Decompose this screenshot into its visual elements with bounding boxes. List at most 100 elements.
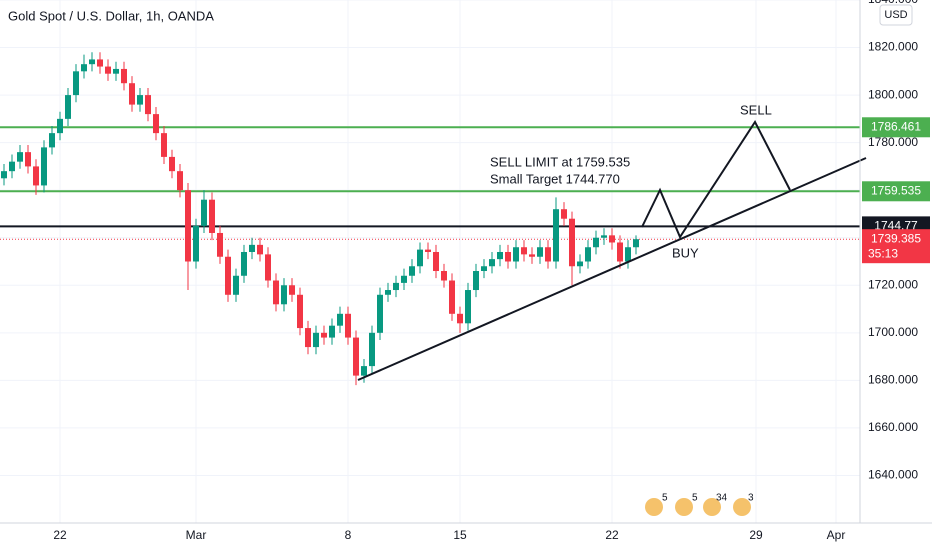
candle-body bbox=[433, 251, 439, 272]
level-label-box bbox=[862, 117, 930, 138]
candle-body bbox=[113, 68, 119, 74]
candle-body bbox=[569, 218, 575, 267]
candle-body bbox=[385, 290, 391, 295]
candle-body bbox=[497, 251, 503, 260]
y-tick-label: 1840.000 bbox=[868, 0, 918, 6]
y-tick-label: 1700.000 bbox=[868, 325, 918, 339]
annotation: SELL LIMIT at 1759.535 bbox=[490, 154, 630, 169]
candle-body bbox=[457, 313, 463, 324]
candle-body bbox=[609, 235, 615, 243]
countdown: 35:13 bbox=[868, 246, 898, 260]
candle-body bbox=[185, 190, 191, 262]
candle-body bbox=[521, 247, 527, 255]
candle-body bbox=[577, 261, 583, 267]
event-icon[interactable] bbox=[703, 498, 721, 516]
y-tick-label: 1680.000 bbox=[868, 373, 918, 387]
candle-body bbox=[593, 237, 599, 248]
candle-body bbox=[537, 247, 543, 257]
candle-body bbox=[169, 156, 175, 172]
candle-body bbox=[337, 313, 343, 326]
candle-body bbox=[361, 366, 367, 376]
candle-body bbox=[9, 161, 15, 172]
candle-body bbox=[105, 66, 111, 74]
candle-body bbox=[369, 332, 375, 367]
candle-body bbox=[273, 280, 279, 305]
event-icon[interactable] bbox=[645, 498, 663, 516]
x-tick-label: 15 bbox=[453, 528, 467, 542]
candle-body bbox=[585, 247, 591, 262]
x-tick-label: 22 bbox=[53, 528, 67, 542]
candle-body bbox=[377, 294, 383, 333]
candle-body bbox=[513, 247, 519, 262]
candle-body bbox=[297, 294, 303, 329]
candle-body bbox=[625, 247, 631, 262]
chart-title: Gold Spot / U.S. Dollar, 1h, OANDA bbox=[8, 8, 214, 23]
candle-body bbox=[305, 328, 311, 348]
candle-body bbox=[449, 280, 455, 314]
candle-body bbox=[241, 251, 247, 276]
projection-path bbox=[641, 120, 791, 240]
candle-body bbox=[145, 95, 151, 115]
candle-body bbox=[489, 259, 495, 267]
candle-body bbox=[89, 59, 95, 65]
candle-body bbox=[201, 199, 207, 226]
candle-body bbox=[313, 332, 319, 348]
candle-body bbox=[41, 147, 47, 186]
candle-body bbox=[329, 325, 335, 338]
levels bbox=[0, 126, 860, 240]
candle-body bbox=[393, 282, 399, 291]
candle-body bbox=[25, 152, 31, 167]
candle-body bbox=[209, 199, 215, 233]
candle-body bbox=[225, 256, 231, 295]
candle-body bbox=[289, 285, 295, 295]
currency-box[interactable] bbox=[879, 4, 913, 26]
candle-body bbox=[49, 133, 55, 148]
candle-body bbox=[601, 235, 607, 238]
candle-body bbox=[353, 337, 359, 376]
candle-body bbox=[321, 332, 327, 338]
events: 5 5 34 3 bbox=[645, 493, 754, 516]
candle-body bbox=[121, 68, 127, 84]
candle-body bbox=[481, 266, 487, 272]
candle-body bbox=[633, 239, 639, 248]
candle-body bbox=[281, 285, 287, 305]
event-count: 5 bbox=[692, 493, 698, 504]
grid bbox=[0, 0, 860, 523]
candle-body bbox=[345, 313, 351, 338]
level-label-box bbox=[862, 181, 930, 202]
candle-body bbox=[33, 166, 39, 186]
y-tick-label: 1780.000 bbox=[868, 135, 918, 149]
candle-body bbox=[409, 266, 415, 276]
candle-body bbox=[265, 254, 271, 281]
candle-body bbox=[177, 171, 183, 191]
currency[interactable]: USD bbox=[884, 9, 907, 21]
event-count: 34 bbox=[716, 493, 728, 504]
event-count: 5 bbox=[662, 493, 668, 504]
candle-body bbox=[441, 271, 447, 281]
candle-body bbox=[233, 275, 239, 295]
level-label: 1744.77 bbox=[874, 219, 918, 233]
candle-body bbox=[81, 64, 87, 72]
y-tick-label: 1660.000 bbox=[868, 420, 918, 434]
candle-body bbox=[465, 290, 471, 324]
candle-body bbox=[193, 225, 199, 262]
candle-body bbox=[425, 249, 431, 252]
candle-body bbox=[561, 209, 567, 219]
event-icon[interactable] bbox=[733, 498, 751, 516]
event-count: 3 bbox=[748, 493, 754, 504]
candle-body bbox=[65, 95, 71, 119]
candle-body bbox=[529, 254, 535, 257]
x-tick-label: Apr bbox=[827, 528, 846, 542]
x-tick-label: 8 bbox=[345, 528, 352, 542]
annotation: BUY bbox=[672, 245, 699, 260]
annotation: Small Target 1744.770 bbox=[490, 171, 620, 186]
event-icon[interactable] bbox=[675, 498, 693, 516]
candle-body bbox=[249, 244, 255, 252]
last-price-box bbox=[862, 229, 930, 264]
y-tick-label: 1720.000 bbox=[868, 277, 918, 291]
last-price-label: 1739.385 bbox=[871, 231, 921, 245]
level-label: 1759.535 bbox=[871, 183, 921, 197]
y-tick-label: 1820.000 bbox=[868, 40, 918, 54]
candle-body bbox=[401, 275, 407, 283]
